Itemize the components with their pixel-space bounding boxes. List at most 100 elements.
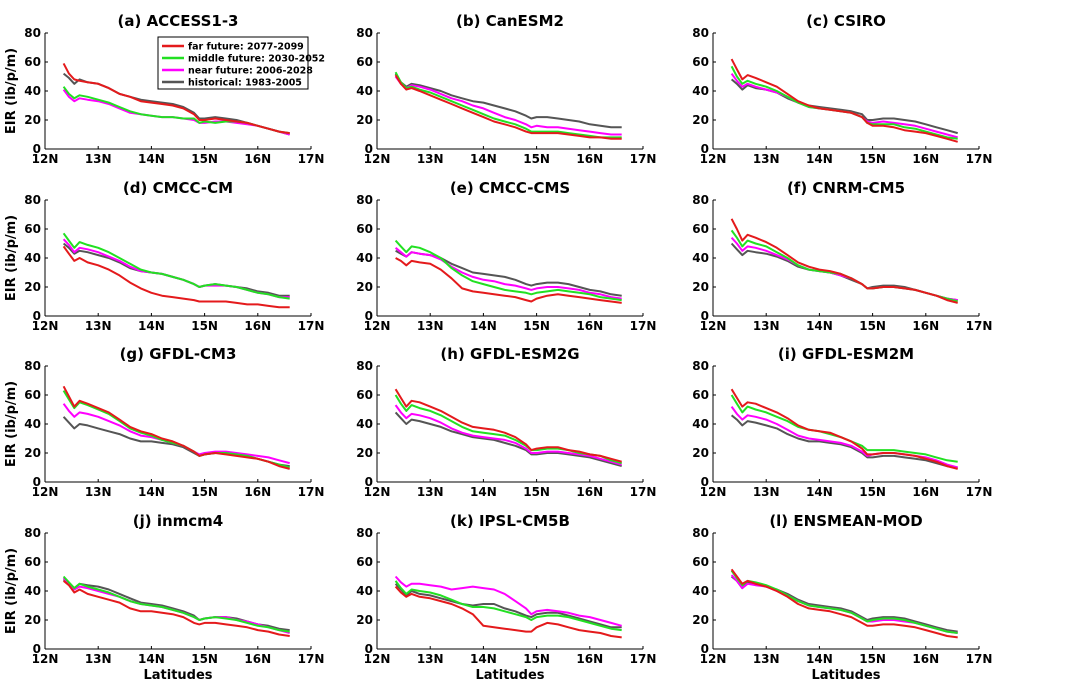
x-tick-label: 15N	[191, 152, 218, 166]
x-tick-label: 16N	[576, 485, 603, 499]
x-tick-label: 14N	[806, 652, 833, 666]
y-tick-label: 80	[692, 193, 709, 207]
series-line-far-future	[62, 580, 290, 637]
series-line-near-future	[62, 89, 290, 136]
series-line-middle-future	[394, 394, 622, 465]
series-line-near-future	[394, 404, 622, 466]
y-tick-label: 0	[33, 642, 41, 656]
y-tick-label: 60	[692, 222, 709, 236]
x-tick-label: 13N	[753, 485, 780, 499]
panel-title: (g) GFDL-CM3	[120, 345, 237, 363]
y-tick-label: 0	[365, 142, 373, 156]
chart-panel-3: (d) CMCC-CM 0 20 40 60 80 12N 13N 14N 15N 16N 17N EI…	[4, 179, 324, 333]
series-line-middle-future	[62, 232, 290, 300]
series-line-middle-future	[62, 575, 290, 633]
y-tick-label: 80	[692, 359, 709, 373]
y-tick-label: 60	[24, 222, 41, 236]
y-tick-label: 60	[356, 222, 373, 236]
series-line-middle-future	[394, 580, 622, 632]
series-line-middle-future	[62, 390, 290, 469]
x-tick-label: 14N	[470, 152, 497, 166]
y-tick-label: 20	[692, 613, 709, 627]
y-tick-label: 0	[33, 309, 41, 323]
chart-panel-8: (i) GFDL-ESM2M 0 20 40 60 80 12N 13N 14N 15N 16N 17…	[692, 345, 992, 499]
x-tick-label: 17N	[966, 319, 993, 333]
panel-title: (i) GFDL-ESM2M	[778, 345, 914, 363]
x-tick-label: 17N	[298, 485, 325, 499]
x-tick-label: 15N	[191, 485, 218, 499]
series-line-historical	[394, 411, 622, 468]
y-tick-label: 20	[356, 280, 373, 294]
series-line-near-future	[62, 403, 290, 465]
y-tick-label: 40	[356, 417, 373, 431]
x-tick-label: 16N	[912, 652, 939, 666]
y-tick-label: 40	[24, 84, 41, 98]
y-tick-label: 0	[33, 475, 41, 489]
x-tick-label: 12N	[364, 485, 391, 499]
legend-entry: near future: 2006-2028	[188, 66, 313, 77]
x-tick-label: 17N	[966, 485, 993, 499]
x-tick-label: 15N	[523, 485, 550, 499]
y-tick-label: 80	[692, 526, 709, 540]
x-tick-label: 17N	[630, 319, 657, 333]
y-tick-label: 60	[24, 55, 41, 69]
series-line-far-future	[730, 388, 958, 470]
x-tick-label: 12N	[700, 319, 727, 333]
y-tick-label: 20	[356, 113, 373, 127]
x-tick-label: 16N	[576, 319, 603, 333]
y-tick-label: 60	[356, 388, 373, 402]
x-tick-label: 13N	[85, 319, 112, 333]
y-tick-label: 80	[24, 26, 41, 40]
x-tick-label: 12N	[32, 319, 59, 333]
series-line-far-future	[394, 388, 622, 463]
series-line-far-future	[730, 568, 958, 639]
y-tick-label: 80	[356, 526, 373, 540]
y-tick-label: 80	[24, 359, 41, 373]
series-line-far-future	[394, 585, 622, 639]
series-line-far-future	[394, 74, 622, 140]
x-tick-label: 13N	[417, 652, 444, 666]
y-axis-label: EIR (ib/p/m)	[4, 381, 19, 467]
chart-panel-5: (f) CNRM-CM5 0 20 40 60 80 12N 13N 14N 15N 16N 17N	[692, 179, 992, 333]
x-tick-label: 14N	[806, 152, 833, 166]
series-line-near-future	[394, 247, 622, 300]
y-tick-label: 0	[701, 475, 709, 489]
panel-title: (j) inmcm4	[133, 512, 223, 530]
y-axis-label: EIR (ib/p/m)	[4, 548, 19, 634]
x-tick-label: 15N	[859, 152, 886, 166]
y-tick-label: 60	[24, 388, 41, 402]
y-tick-label: 40	[356, 251, 373, 265]
series-line-far-future	[62, 385, 290, 470]
x-tick-label: 17N	[630, 652, 657, 666]
y-tick-label: 80	[24, 193, 41, 207]
panel-title: (a) ACCESS1-3	[118, 12, 239, 30]
series-line-far-future	[730, 218, 958, 304]
x-tick-label: 13N	[753, 152, 780, 166]
x-tick-label: 16N	[244, 652, 271, 666]
x-axis-label: Latitudes	[811, 668, 880, 683]
y-tick-label: 0	[365, 309, 373, 323]
y-tick-label: 80	[356, 26, 373, 40]
x-tick-label: 16N	[912, 319, 939, 333]
series-line-middle-future	[730, 394, 958, 463]
series-line-middle-future	[394, 71, 622, 139]
x-tick-label: 13N	[753, 652, 780, 666]
y-tick-label: 20	[24, 613, 41, 627]
y-tick-label: 40	[24, 251, 41, 265]
x-tick-label: 15N	[191, 652, 218, 666]
x-tick-label: 13N	[85, 652, 112, 666]
series-line-near-future	[394, 75, 622, 136]
chart-panel-1: (b) CanESM2 0 20 40 60 80 12N 13N 14N 15N 16N 17N	[356, 12, 656, 166]
series-line-middle-future	[394, 239, 622, 302]
series-line-historical	[395, 249, 622, 297]
y-tick-label: 80	[24, 526, 41, 540]
x-tick-label: 15N	[859, 319, 886, 333]
y-tick-label: 0	[365, 642, 373, 656]
y-tick-label: 20	[692, 113, 709, 127]
x-tick-label: 16N	[244, 152, 271, 166]
x-tick-label: 15N	[523, 152, 550, 166]
y-tick-label: 60	[356, 555, 373, 569]
series-line-historical	[730, 414, 958, 469]
x-tick-label: 13N	[85, 485, 112, 499]
chart-panel-2: (c) CSIRO 0 20 40 60 80 12N 13N 14N 15N 16N 17N	[692, 12, 992, 166]
